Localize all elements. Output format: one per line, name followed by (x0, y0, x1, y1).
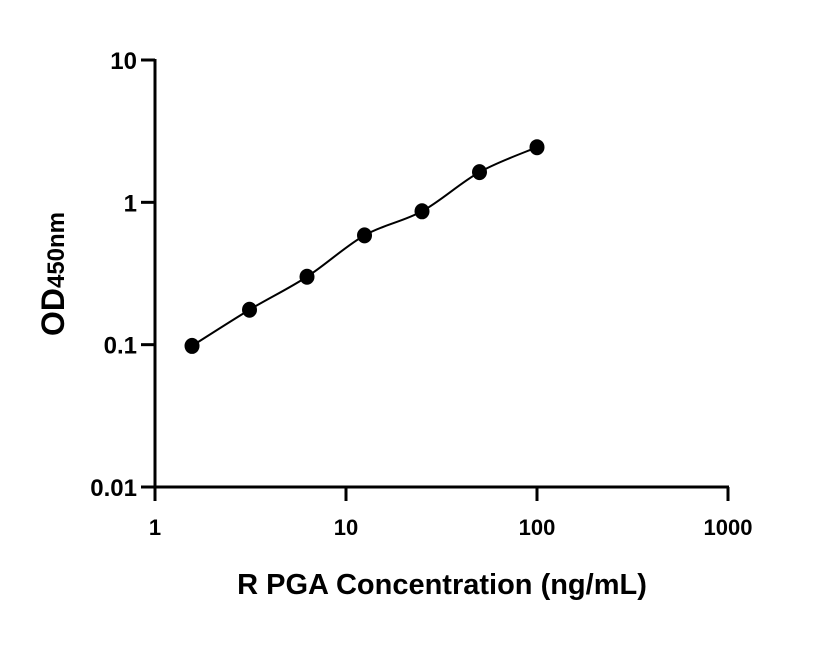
data-point (357, 227, 373, 244)
x-tick-label: 1000 (704, 515, 753, 540)
y-tick-label: 0.01 (90, 475, 137, 502)
x-tick-label: 100 (519, 515, 556, 540)
data-point (529, 139, 545, 156)
x-tick-label: 10 (334, 515, 358, 540)
y-axis-label-subscript: 450nm (43, 212, 70, 288)
data-point (184, 337, 200, 354)
y-tick-label: 1 (124, 190, 137, 217)
y-tick-label: 0.1 (104, 333, 137, 360)
data-point (242, 301, 258, 318)
data-point (299, 268, 315, 285)
y-tick-label: 10 (110, 48, 137, 75)
x-axis-label: R PGA Concentration (ng/mL) (237, 569, 647, 601)
y-axis-label-main: OD (35, 288, 71, 336)
data-point (414, 203, 430, 220)
x-tick-label: 1 (149, 515, 161, 540)
axes (153, 59, 729, 501)
data-point (472, 164, 488, 181)
y-axis-label: OD450nm (35, 212, 71, 336)
